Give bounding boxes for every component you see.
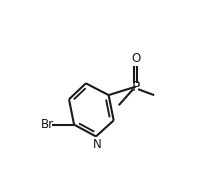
Text: N: N (93, 138, 101, 150)
Text: O: O (131, 52, 140, 65)
Text: Br: Br (41, 118, 54, 131)
Text: P: P (131, 80, 140, 94)
